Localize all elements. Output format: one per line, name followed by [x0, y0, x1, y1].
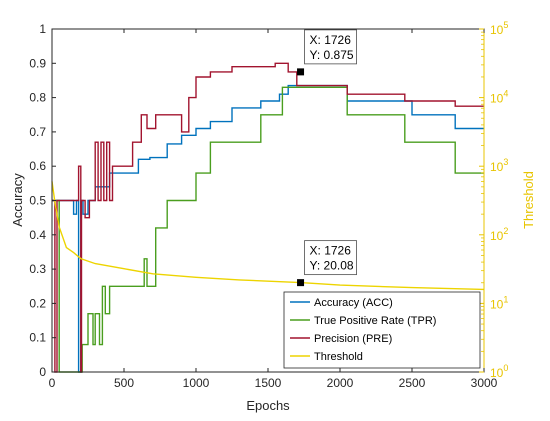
legend-label-acc: Accuracy (ACC): [314, 297, 393, 309]
y-tick-label: 0.1: [29, 331, 46, 345]
y-tick-label: 0.8: [29, 91, 46, 105]
y-right-tick-label: 105: [490, 20, 508, 37]
y-axis-right-title: Threshold: [521, 171, 536, 229]
x-axis-title: Epochs: [246, 398, 290, 413]
y-axis-title: Accuracy: [10, 173, 25, 227]
y-right-tick-label: 100: [490, 363, 508, 380]
y-tick-label: 0.4: [29, 228, 46, 242]
legend-label-pre: Precision (PRE): [314, 333, 392, 345]
series-layer: [51, 62, 485, 373]
x-tick-label: 0: [49, 376, 56, 390]
datatip-box: [304, 240, 357, 276]
y-tick-label: 0.5: [29, 194, 46, 208]
datatip-y-label: Y: 0.875: [310, 48, 354, 62]
y-right-tick-label: 102: [490, 226, 508, 243]
y-tick-label: 0: [39, 365, 46, 379]
x-tick-label: 2000: [327, 376, 354, 390]
y-tick-label: 1: [39, 22, 46, 36]
x-tick-label: 1500: [255, 376, 282, 390]
y-tick-label: 0.3: [29, 262, 46, 276]
datatip-box: [304, 29, 357, 65]
y-right-tick-label: 104: [490, 89, 508, 106]
x-tick-label: 1000: [183, 376, 210, 390]
legend-label-threshold: Threshold: [314, 351, 363, 363]
x-tick-label: 3000: [471, 376, 498, 390]
x-tick-label: 2500: [399, 376, 426, 390]
y-tick-label: 0.7: [29, 125, 46, 139]
datatip-x-label: X: 1726: [310, 244, 352, 258]
datatip-x-label: X: 1726: [310, 33, 352, 47]
y-tick-label: 0.6: [29, 159, 46, 173]
series-line-threshold: [51, 181, 485, 291]
datatip-marker: [297, 68, 305, 76]
legend: Accuracy (ACC) True Positive Rate (TPR) Pr…: [283, 291, 481, 369]
y-right-tick-label: 103: [490, 157, 508, 174]
series-line-pre: [52, 62, 484, 373]
ticks-layer: 0 500 1000 1500 2000 2500 3000 0 0.1 0.2 0.3 0.4 0.5…: [29, 20, 508, 390]
x-tick-label: 500: [114, 376, 134, 390]
legend-label-tpr: True Positive Rate (TPR): [314, 315, 436, 327]
y-right-tick-label: 101: [490, 294, 508, 311]
datatip-y-label: Y: 20.08: [310, 259, 354, 273]
datatip-marker: [297, 279, 305, 287]
series-line-tpr: [52, 86, 484, 373]
y-tick-label: 0.2: [29, 296, 46, 310]
legend-box: [283, 291, 481, 369]
y-tick-label: 0.9: [29, 56, 46, 70]
